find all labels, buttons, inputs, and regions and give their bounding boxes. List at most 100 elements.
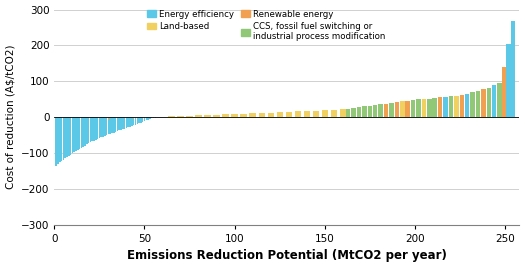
Bar	[351, 108, 356, 117]
Bar	[57, 117, 59, 164]
Bar	[55, 117, 57, 166]
Bar	[71, 117, 73, 153]
Bar	[117, 117, 118, 131]
Bar	[119, 117, 120, 131]
Bar	[106, 117, 108, 135]
Bar	[129, 117, 131, 126]
Bar	[487, 88, 491, 117]
Bar	[204, 115, 211, 117]
Bar	[492, 85, 497, 117]
Bar	[95, 117, 97, 140]
Bar	[422, 99, 426, 117]
Bar	[133, 117, 134, 125]
Bar	[93, 117, 95, 140]
Bar	[102, 117, 104, 137]
Bar	[195, 116, 202, 117]
Bar	[108, 117, 109, 120]
Bar	[81, 117, 82, 148]
Bar	[507, 44, 511, 117]
Bar	[84, 117, 86, 146]
Bar	[322, 110, 328, 117]
Bar	[240, 114, 247, 117]
Bar	[470, 92, 475, 117]
Bar	[268, 113, 274, 117]
Bar	[346, 109, 351, 117]
Bar	[502, 67, 507, 117]
Bar	[357, 107, 361, 117]
Bar	[177, 116, 184, 117]
Bar	[62, 117, 64, 159]
Bar	[258, 113, 265, 117]
Bar	[362, 106, 366, 117]
Bar	[153, 117, 154, 118]
X-axis label: Emissions Reduction Potential (MtCO2 per year): Emissions Reduction Potential (MtCO2 per…	[127, 250, 447, 262]
Bar	[416, 99, 421, 117]
Bar	[411, 100, 415, 117]
Bar	[497, 83, 502, 117]
Bar	[389, 103, 394, 117]
Bar	[149, 117, 151, 119]
Legend: Energy efficiency, Land-based, Renewable energy, CCS, fossil fuel switching or
i: Energy efficiency, Land-based, Renewable…	[147, 10, 385, 41]
Bar	[368, 106, 372, 117]
Bar	[77, 117, 79, 150]
Bar	[154, 117, 156, 118]
Bar	[115, 117, 117, 132]
Bar	[99, 117, 100, 138]
Bar	[373, 105, 377, 117]
Bar	[140, 117, 142, 122]
Bar	[395, 102, 399, 117]
Bar	[68, 117, 69, 156]
Bar	[459, 95, 464, 117]
Bar	[277, 112, 283, 117]
Bar	[511, 21, 516, 117]
Bar	[110, 117, 111, 134]
Bar	[108, 117, 109, 135]
Bar	[70, 117, 71, 155]
Bar	[88, 117, 89, 143]
Bar	[113, 117, 114, 133]
Bar	[331, 110, 337, 117]
Bar	[138, 117, 140, 123]
Bar	[379, 104, 383, 117]
Bar	[433, 98, 437, 117]
Bar	[61, 117, 62, 161]
Bar	[75, 117, 77, 151]
Bar	[128, 117, 129, 127]
Bar	[186, 116, 193, 117]
Bar	[120, 117, 122, 130]
Bar	[74, 117, 75, 152]
Bar	[124, 117, 125, 129]
Bar	[449, 96, 453, 117]
Bar	[312, 111, 319, 117]
Bar	[65, 117, 66, 158]
Bar	[82, 117, 84, 147]
Bar	[476, 91, 480, 117]
Bar	[79, 117, 80, 149]
Bar	[91, 117, 93, 141]
Bar	[135, 117, 136, 125]
Bar	[66, 117, 68, 157]
Bar	[427, 99, 432, 117]
Bar	[384, 103, 388, 117]
Bar	[86, 117, 88, 144]
Bar	[443, 97, 448, 117]
Bar	[111, 117, 113, 133]
Bar	[136, 117, 138, 124]
Bar	[214, 115, 220, 117]
Bar	[405, 101, 410, 117]
Bar	[100, 117, 102, 137]
Bar	[122, 117, 123, 129]
Bar	[142, 117, 143, 122]
Bar	[465, 94, 469, 117]
Bar	[438, 98, 443, 117]
Bar	[223, 114, 229, 117]
Bar	[340, 109, 346, 117]
Bar	[286, 112, 292, 117]
Bar	[454, 96, 459, 117]
Bar	[133, 117, 134, 119]
Bar	[97, 117, 98, 139]
Bar	[125, 117, 127, 128]
Bar	[104, 117, 106, 136]
Bar	[90, 117, 91, 142]
Bar	[144, 117, 145, 121]
